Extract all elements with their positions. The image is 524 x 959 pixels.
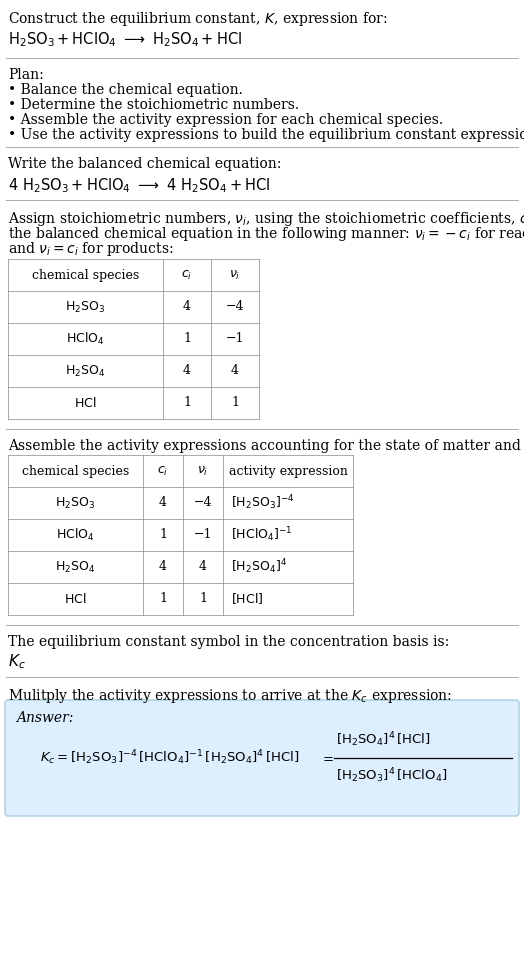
Text: • Determine the stoichiometric numbers.: • Determine the stoichiometric numbers. xyxy=(8,98,299,112)
Text: $K_c$: $K_c$ xyxy=(8,652,26,670)
Text: $[\mathrm{H_2SO_4}]^{4}\,[\mathrm{HCl}]$: $[\mathrm{H_2SO_4}]^{4}\,[\mathrm{HCl}]$ xyxy=(336,731,431,749)
Text: The equilibrium constant symbol in the concentration basis is:: The equilibrium constant symbol in the c… xyxy=(8,635,449,649)
Text: $=$: $=$ xyxy=(320,752,334,764)
FancyBboxPatch shape xyxy=(5,700,519,816)
Text: 4: 4 xyxy=(183,364,191,378)
Text: Construct the equilibrium constant, $K$, expression for:: Construct the equilibrium constant, $K$,… xyxy=(8,10,388,28)
Text: −4: −4 xyxy=(194,497,212,509)
Text: • Assemble the activity expression for each chemical species.: • Assemble the activity expression for e… xyxy=(8,113,443,127)
Text: 1: 1 xyxy=(183,396,191,409)
Text: Assemble the activity expressions accounting for the state of matter and νᵢ:: Assemble the activity expressions accoun… xyxy=(8,439,524,453)
Text: $c_i$: $c_i$ xyxy=(157,464,169,478)
Text: $\mathrm{HClO_4}$: $\mathrm{HClO_4}$ xyxy=(56,526,95,543)
Text: the balanced chemical equation in the following manner: $\nu_i = -c_i$ for react: the balanced chemical equation in the fo… xyxy=(8,225,524,243)
Text: $[\mathrm{H_2SO_4}]^{4}$: $[\mathrm{H_2SO_4}]^{4}$ xyxy=(231,557,287,576)
Text: $\mathrm{H_2SO_3 + HClO_4 \ \longrightarrow \ H_2SO_4 + HCl}$: $\mathrm{H_2SO_3 + HClO_4 \ \longrightar… xyxy=(8,30,242,49)
Text: $[\mathrm{HClO_4}]^{-1}$: $[\mathrm{HClO_4}]^{-1}$ xyxy=(231,526,292,545)
Text: $[\mathrm{H_2SO_3}]^{4}\,[\mathrm{HClO_4}]$: $[\mathrm{H_2SO_3}]^{4}\,[\mathrm{HClO_4… xyxy=(336,766,447,785)
Text: $\mathrm{HCl}$: $\mathrm{HCl}$ xyxy=(64,592,86,606)
Text: $\nu_i$: $\nu_i$ xyxy=(230,269,241,282)
Text: $c_i$: $c_i$ xyxy=(181,269,193,282)
Text: chemical species: chemical species xyxy=(32,269,139,282)
Text: $\mathrm{HClO_4}$: $\mathrm{HClO_4}$ xyxy=(66,331,105,347)
Text: −1: −1 xyxy=(194,528,212,542)
Text: $\mathrm{4\ H_2SO_3 + HClO_4 \ \longrightarrow \ 4\ H_2SO_4 + HCl}$: $\mathrm{4\ H_2SO_3 + HClO_4 \ \longrigh… xyxy=(8,176,270,195)
Text: activity expression: activity expression xyxy=(228,464,347,478)
Text: $\mathrm{H_2SO_3}$: $\mathrm{H_2SO_3}$ xyxy=(66,299,106,315)
Text: Plan:: Plan: xyxy=(8,68,43,82)
Text: $\mathrm{H_2SO_4}$: $\mathrm{H_2SO_4}$ xyxy=(56,559,96,574)
Text: $\mathrm{H_2SO_3}$: $\mathrm{H_2SO_3}$ xyxy=(56,496,95,510)
Text: 1: 1 xyxy=(159,593,167,605)
Text: $[\mathrm{HCl}]$: $[\mathrm{HCl}]$ xyxy=(231,592,263,606)
Text: and $\nu_i = c_i$ for products:: and $\nu_i = c_i$ for products: xyxy=(8,240,173,258)
Text: 4: 4 xyxy=(199,560,207,573)
Text: −1: −1 xyxy=(226,333,244,345)
Text: 4: 4 xyxy=(159,560,167,573)
Text: −4: −4 xyxy=(226,300,244,314)
Text: $\nu_i$: $\nu_i$ xyxy=(198,464,209,478)
Text: Assign stoichiometric numbers, $\nu_i$, using the stoichiometric coefficients, $: Assign stoichiometric numbers, $\nu_i$, … xyxy=(8,210,524,228)
Text: Answer:: Answer: xyxy=(16,711,73,725)
Text: • Balance the chemical equation.: • Balance the chemical equation. xyxy=(8,83,243,97)
Text: 4: 4 xyxy=(231,364,239,378)
Text: $K_c = [\mathrm{H_2SO_3}]^{-4}\,[\mathrm{HClO_4}]^{-1}\,[\mathrm{H_2SO_4}]^{4}\,: $K_c = [\mathrm{H_2SO_3}]^{-4}\,[\mathrm… xyxy=(40,749,300,767)
Text: 1: 1 xyxy=(159,528,167,542)
Text: Write the balanced chemical equation:: Write the balanced chemical equation: xyxy=(8,157,281,171)
Text: chemical species: chemical species xyxy=(22,464,129,478)
Text: 4: 4 xyxy=(183,300,191,314)
Text: • Use the activity expressions to build the equilibrium constant expression.: • Use the activity expressions to build … xyxy=(8,128,524,142)
Text: 4: 4 xyxy=(159,497,167,509)
Text: Mulitply the activity expressions to arrive at the $K_c$ expression:: Mulitply the activity expressions to arr… xyxy=(8,687,452,705)
Text: 1: 1 xyxy=(199,593,207,605)
Text: $\mathrm{HCl}$: $\mathrm{HCl}$ xyxy=(74,396,97,410)
Text: $[\mathrm{H_2SO_3}]^{-4}$: $[\mathrm{H_2SO_3}]^{-4}$ xyxy=(231,494,294,512)
Text: 1: 1 xyxy=(183,333,191,345)
Text: 1: 1 xyxy=(231,396,239,409)
Text: $\mathrm{H_2SO_4}$: $\mathrm{H_2SO_4}$ xyxy=(66,363,106,379)
